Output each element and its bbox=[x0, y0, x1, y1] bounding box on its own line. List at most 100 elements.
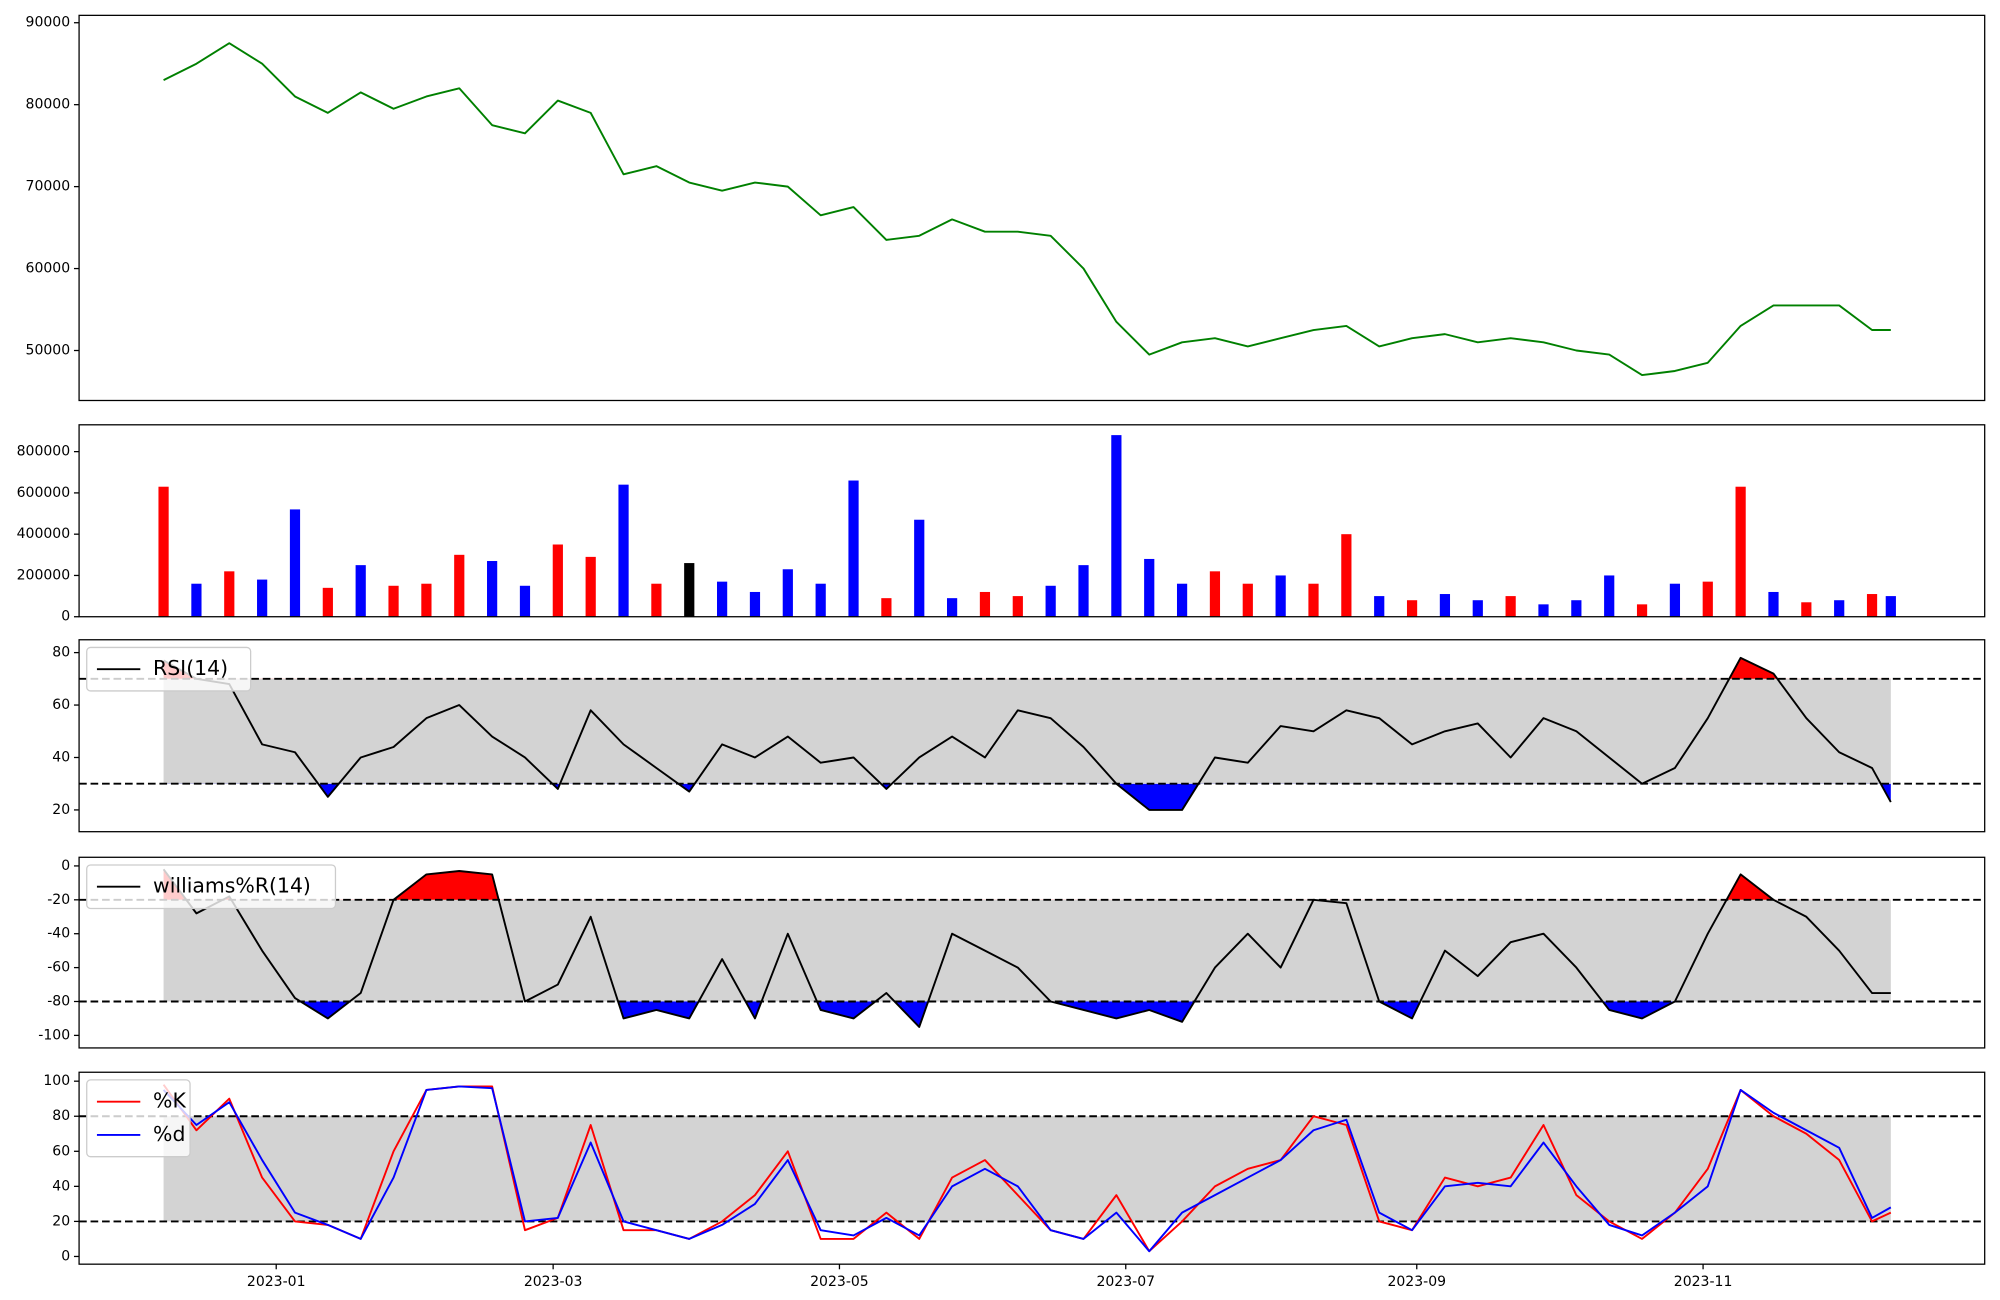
volume-bar bbox=[421, 583, 432, 617]
volume-bar bbox=[1045, 585, 1056, 617]
volume-bar bbox=[1078, 565, 1089, 617]
x-tick-label: 2023-03 bbox=[524, 1274, 583, 1290]
volume-bar bbox=[651, 583, 662, 617]
legend-label: %d bbox=[153, 1122, 185, 1146]
volume-bar bbox=[1571, 600, 1582, 617]
volume-bar bbox=[979, 591, 991, 617]
x-tick-label: 2023-01 bbox=[247, 1274, 306, 1290]
volume-bar bbox=[1702, 581, 1713, 617]
volume-bar bbox=[191, 583, 202, 617]
y-tick-label: 70000 bbox=[26, 179, 71, 195]
y-tick-label: -100 bbox=[38, 1027, 70, 1043]
volume-bar bbox=[257, 579, 268, 617]
volume-bar bbox=[717, 581, 728, 617]
y-tick-label: 800000 bbox=[17, 444, 71, 460]
legend-box bbox=[86, 864, 337, 910]
y-tick-label: 100 bbox=[43, 1073, 70, 1089]
volume-bar bbox=[322, 587, 333, 617]
volume-bar bbox=[1374, 596, 1385, 617]
y-tick-label: 20 bbox=[52, 1213, 70, 1229]
y-tick-label: 80 bbox=[52, 1108, 70, 1124]
volume-bar bbox=[1111, 435, 1122, 617]
volume-bar bbox=[848, 480, 859, 617]
y-tick-label: 0 bbox=[61, 1248, 70, 1264]
volume-bar bbox=[585, 556, 596, 617]
volume-bar bbox=[552, 544, 563, 617]
oversold-fill bbox=[163, 1001, 1891, 1027]
neutral-band bbox=[163, 899, 1891, 1002]
volume-bar bbox=[1439, 594, 1451, 617]
y-tick-label: 60 bbox=[52, 1143, 70, 1159]
volume-bar bbox=[1176, 583, 1188, 617]
axes-frame bbox=[78, 424, 1986, 618]
volume-bar bbox=[1012, 596, 1023, 617]
y-tick-label: 20 bbox=[52, 802, 70, 818]
volume-bar bbox=[1308, 583, 1319, 617]
y-tick-label: 40 bbox=[52, 749, 70, 765]
y-tick-label: 0 bbox=[61, 858, 70, 874]
volume-bar bbox=[355, 565, 366, 617]
legend-label: RSI(14) bbox=[153, 656, 228, 680]
volume-bar bbox=[1242, 583, 1253, 617]
volume-bar bbox=[1505, 596, 1516, 617]
volume-bar bbox=[782, 569, 793, 617]
y-tick-label: 400000 bbox=[17, 526, 71, 542]
axes-frame bbox=[78, 856, 1986, 1049]
neutral-band bbox=[163, 678, 1891, 784]
volume-bar bbox=[749, 591, 761, 617]
y-tick-label: 60000 bbox=[26, 261, 71, 277]
y-tick-label: 90000 bbox=[26, 15, 71, 31]
y-tick-label: 600000 bbox=[17, 485, 71, 501]
legend-box bbox=[86, 1079, 191, 1158]
series-line bbox=[163, 42, 1891, 377]
y-tick-label: -80 bbox=[47, 993, 70, 1009]
volume-bar bbox=[1275, 575, 1286, 617]
volume-bar bbox=[1885, 596, 1896, 617]
y-tick-label: -20 bbox=[47, 892, 70, 908]
axes-frame bbox=[78, 639, 1986, 833]
series-line bbox=[162, 868, 1891, 1028]
volume-bar bbox=[684, 563, 695, 617]
volume-bar bbox=[618, 484, 629, 617]
volume-bar bbox=[1406, 600, 1418, 617]
series-line bbox=[162, 1085, 1892, 1253]
y-tick-label: -60 bbox=[47, 960, 70, 976]
volume-bar bbox=[1538, 604, 1549, 617]
x-tick-label: 2023-05 bbox=[810, 1274, 869, 1290]
volume-bar bbox=[1834, 600, 1845, 617]
y-tick-label: 60 bbox=[52, 697, 70, 713]
volume-bar bbox=[1801, 602, 1812, 617]
y-tick-label: 80000 bbox=[26, 97, 71, 113]
volume-bar bbox=[224, 571, 235, 617]
x-tick-label: 2023-09 bbox=[1387, 1274, 1446, 1290]
volume-bar bbox=[1604, 575, 1615, 617]
y-tick-label: 0 bbox=[61, 609, 70, 625]
legend-box bbox=[86, 646, 252, 692]
x-tick-label: 2023-07 bbox=[1096, 1274, 1155, 1290]
y-tick-label: 40 bbox=[52, 1178, 70, 1194]
y-tick-label: -40 bbox=[47, 926, 70, 942]
legend-label: williams%R(14) bbox=[153, 874, 311, 898]
volume-bar bbox=[815, 583, 826, 617]
volume-bar bbox=[914, 519, 925, 617]
volume-bar bbox=[1636, 604, 1648, 617]
volume-bar bbox=[1472, 600, 1483, 617]
y-tick-label: 50000 bbox=[26, 342, 71, 358]
volume-bar bbox=[881, 598, 892, 617]
series-line bbox=[163, 656, 1892, 811]
y-tick-label: 200000 bbox=[17, 567, 71, 583]
volume-bar bbox=[1209, 571, 1221, 617]
volume-bar bbox=[946, 598, 958, 617]
y-tick-label: 80 bbox=[52, 645, 70, 661]
volume-bar bbox=[289, 509, 301, 617]
axes-frame bbox=[78, 1071, 1986, 1265]
x-tick-label: 2023-11 bbox=[1674, 1274, 1733, 1290]
volume-bar bbox=[1866, 594, 1878, 617]
volume-bar bbox=[1669, 583, 1681, 617]
volume-bar bbox=[487, 561, 498, 617]
volume-bar bbox=[1735, 486, 1746, 617]
axes-frame bbox=[78, 14, 1986, 402]
volume-bar bbox=[1341, 534, 1352, 617]
